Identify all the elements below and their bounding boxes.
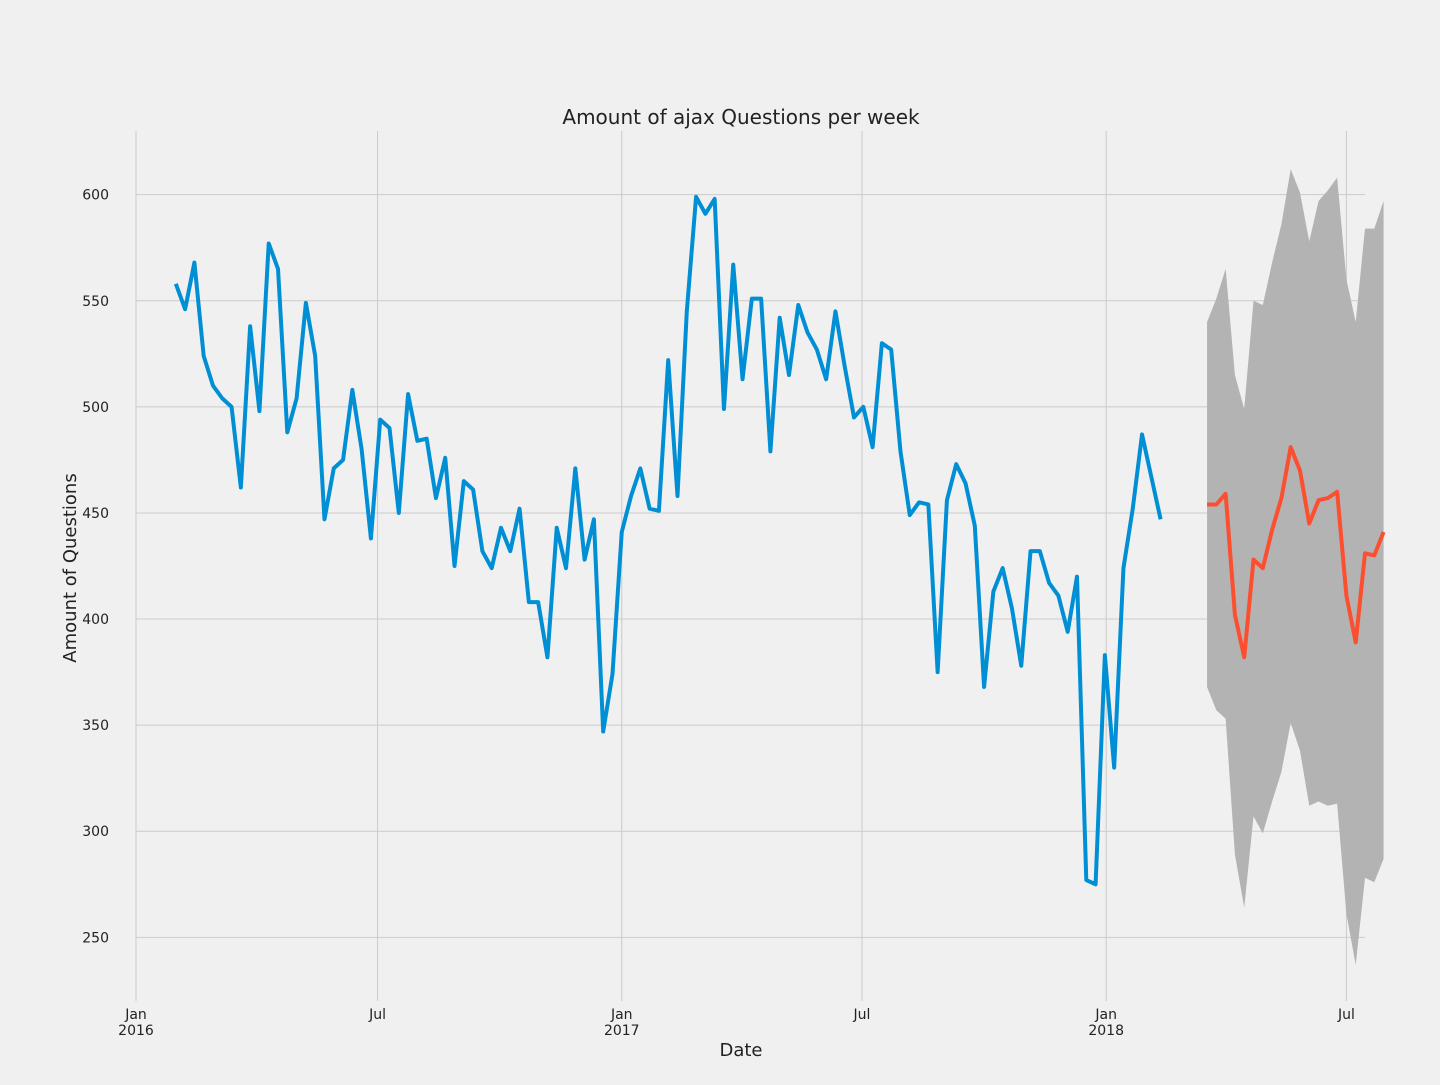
- y-axis-label: Amount of Questions: [60, 473, 81, 662]
- y-tick-label: 550: [82, 294, 109, 310]
- x-axis-label: Date: [719, 1040, 762, 1061]
- x-tick-label: Jul: [1337, 1007, 1355, 1023]
- x-tick-label: Jul: [853, 1007, 871, 1023]
- grid-lines: [135, 131, 1365, 1001]
- y-tick-label: 500: [82, 400, 109, 416]
- y-tick-label: 600: [82, 188, 109, 204]
- forecast-series-line: [1207, 445, 1386, 660]
- y-tick-label: 300: [82, 824, 109, 840]
- x-tick-label: Jan: [1094, 1007, 1117, 1023]
- confidence-interval: [1207, 169, 1384, 965]
- series-lines: [173, 194, 1386, 887]
- x-tick-year-label: 2017: [604, 1023, 640, 1039]
- x-tick-label: Jul: [368, 1007, 386, 1023]
- observed-series-line: [173, 194, 1163, 887]
- y-tick-label: 450: [82, 506, 109, 522]
- x-tick-label: Jan: [610, 1007, 633, 1023]
- forecast-confidence-band: [1207, 169, 1384, 965]
- x-tick-year-label: 2016: [118, 1023, 154, 1039]
- y-tick-label: 350: [82, 718, 109, 734]
- x-tick-year-label: 2018: [1088, 1023, 1124, 1039]
- chart-title: Amount of ajax Questions per week: [562, 105, 920, 129]
- x-tick-label: Jan: [124, 1007, 147, 1023]
- y-tick-label: 400: [82, 612, 109, 628]
- y-tick-label: 250: [82, 930, 109, 946]
